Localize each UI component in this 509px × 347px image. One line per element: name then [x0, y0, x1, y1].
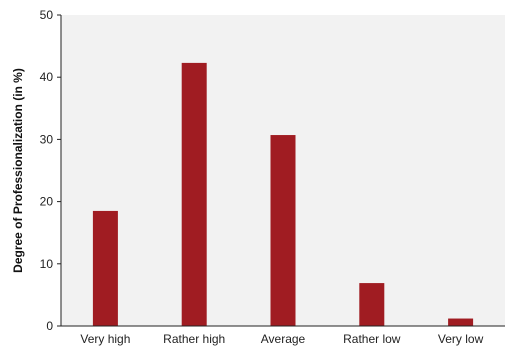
bar-very-low	[448, 318, 474, 326]
x-category-label: Very low	[438, 332, 484, 346]
y-tick-label: 20	[40, 195, 54, 209]
y-tick-label: 10	[40, 257, 54, 271]
bars-group	[92, 62, 474, 326]
x-category-label: Very high	[80, 332, 130, 346]
x-category-label: Average	[261, 332, 306, 346]
bar-rather-high	[181, 62, 207, 326]
bar-very-high	[92, 210, 118, 326]
y-tick-label: 50	[40, 8, 54, 22]
bar-rather-low	[359, 283, 385, 326]
x-labels-group: Very high Rather high Average Rather low Ver…	[80, 332, 483, 346]
y-tick-label: 0	[46, 319, 53, 333]
bar-average	[270, 135, 296, 326]
x-category-label: Rather high	[163, 332, 225, 346]
y-axis-label: Degree of Professionalization (in %)	[11, 68, 25, 273]
y-tick-label: 40	[40, 70, 54, 84]
y-tick-label: 30	[40, 132, 54, 146]
x-category-label: Rather low	[343, 332, 401, 346]
y-ticks-group: 0 10 20 30 40 50	[40, 8, 61, 333]
